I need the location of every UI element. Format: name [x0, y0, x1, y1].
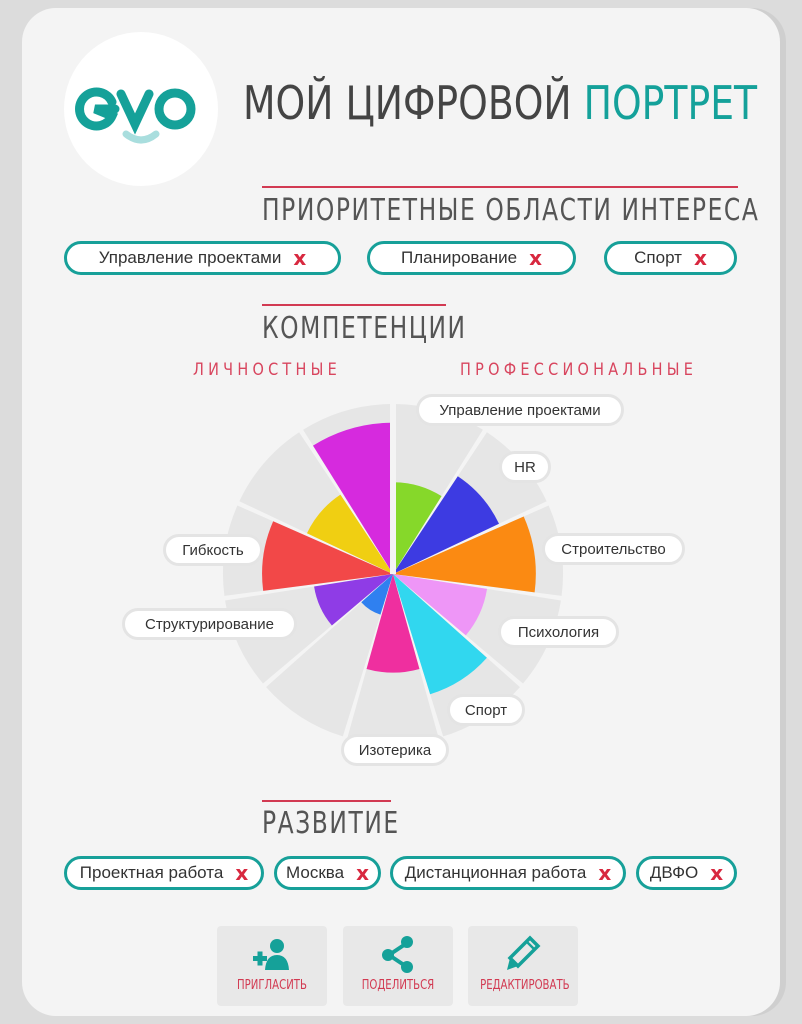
chart-label: Управление проектами	[416, 394, 624, 426]
remove-icon[interactable]: x	[598, 861, 612, 885]
edit-button[interactable]: РЕДАКТИРОВАТЬ	[468, 926, 578, 1006]
development-title: РАЗВИТИЕ	[262, 806, 400, 841]
share-button[interactable]: ПОДЕЛИТЬСЯ	[343, 926, 453, 1006]
remove-icon[interactable]: x	[356, 861, 369, 885]
chart-sector[interactable]	[312, 422, 393, 574]
share-label: ПОДЕЛИТЬСЯ	[361, 978, 435, 993]
personal-label: ЛИЧНОСТНЫЕ	[193, 360, 341, 380]
chart-sector[interactable]	[393, 482, 442, 574]
chart-sector[interactable]	[393, 516, 536, 593]
chart-label: HR	[499, 451, 551, 483]
remove-icon[interactable]: x	[710, 861, 724, 885]
professional-label: ПРОФЕССИОНАЛЬНЫЕ	[460, 360, 698, 380]
invite-label: ПРИГЛАСИТЬ	[237, 978, 307, 993]
development-chip[interactable]: Москва x	[274, 856, 381, 890]
chart-sector[interactable]	[393, 476, 500, 574]
development-chip[interactable]: ДВФО x	[636, 856, 737, 890]
chip-label: Москва	[286, 863, 345, 882]
chart-label: Спорт	[447, 694, 525, 726]
pencil-icon	[507, 935, 541, 970]
chip-label: Дистанционная работа	[404, 863, 587, 882]
competencies-rule	[262, 304, 446, 306]
chart-sector[interactable]	[393, 574, 488, 636]
evo-logo-icon	[75, 87, 196, 144]
title-accent: ПОРТРЕТ	[583, 76, 758, 130]
interest-chip[interactable]: Спорт x	[604, 241, 737, 275]
chart-sector[interactable]	[366, 574, 420, 673]
chart-label: Психология	[498, 616, 619, 648]
competencies-title: КОМПЕТЕНЦИИ	[262, 311, 467, 346]
remove-icon[interactable]: x	[293, 246, 307, 270]
chart-sector[interactable]	[393, 574, 487, 695]
chart-sector[interactable]	[314, 574, 393, 626]
page-title: МОЙ ЦИФРОВОЙ ПОРТРЕТ	[243, 76, 757, 130]
chip-label: Проектная работа	[79, 863, 224, 882]
chart-label: Гибкость	[163, 534, 263, 566]
remove-icon[interactable]: x	[235, 861, 249, 885]
evo-logo	[64, 32, 218, 186]
chip-label: ДВФО	[649, 863, 699, 882]
invite-button[interactable]: ПРИГЛАСИТЬ	[217, 926, 327, 1006]
interest-chip[interactable]: Планирование x	[367, 241, 576, 275]
interest-chip[interactable]: Управление проектами x	[64, 241, 341, 275]
chart-sector-track	[266, 574, 393, 737]
share-icon	[382, 936, 413, 973]
chip-label: Планирование	[401, 248, 518, 267]
chart-sector[interactable]	[361, 574, 393, 615]
edit-label: РЕДАКТИРОВАТЬ	[480, 978, 570, 993]
remove-icon[interactable]: x	[693, 246, 707, 270]
title-main: МОЙ ЦИФРОВОЙ	[243, 76, 572, 130]
chart-label: Строительство	[542, 533, 685, 565]
development-chip[interactable]: Проектная работа x	[64, 856, 264, 890]
chip-label: Спорт	[634, 248, 682, 267]
chart-sector[interactable]	[262, 521, 393, 591]
development-chip[interactable]: Дистанционная работа x	[390, 856, 626, 890]
chart-label: Структурирование	[122, 608, 297, 640]
remove-icon[interactable]: x	[529, 246, 542, 270]
chart-sector[interactable]	[306, 494, 393, 574]
interests-rule	[262, 186, 738, 188]
chart-label: Изотерика	[341, 734, 449, 766]
development-rule	[262, 800, 391, 802]
add-user-icon	[253, 939, 289, 970]
interests-title: ПРИОРИТЕТНЫЕ ОБЛАСТИ ИНТЕРЕСА	[262, 193, 760, 228]
chip-label: Управление проектами	[98, 248, 282, 267]
